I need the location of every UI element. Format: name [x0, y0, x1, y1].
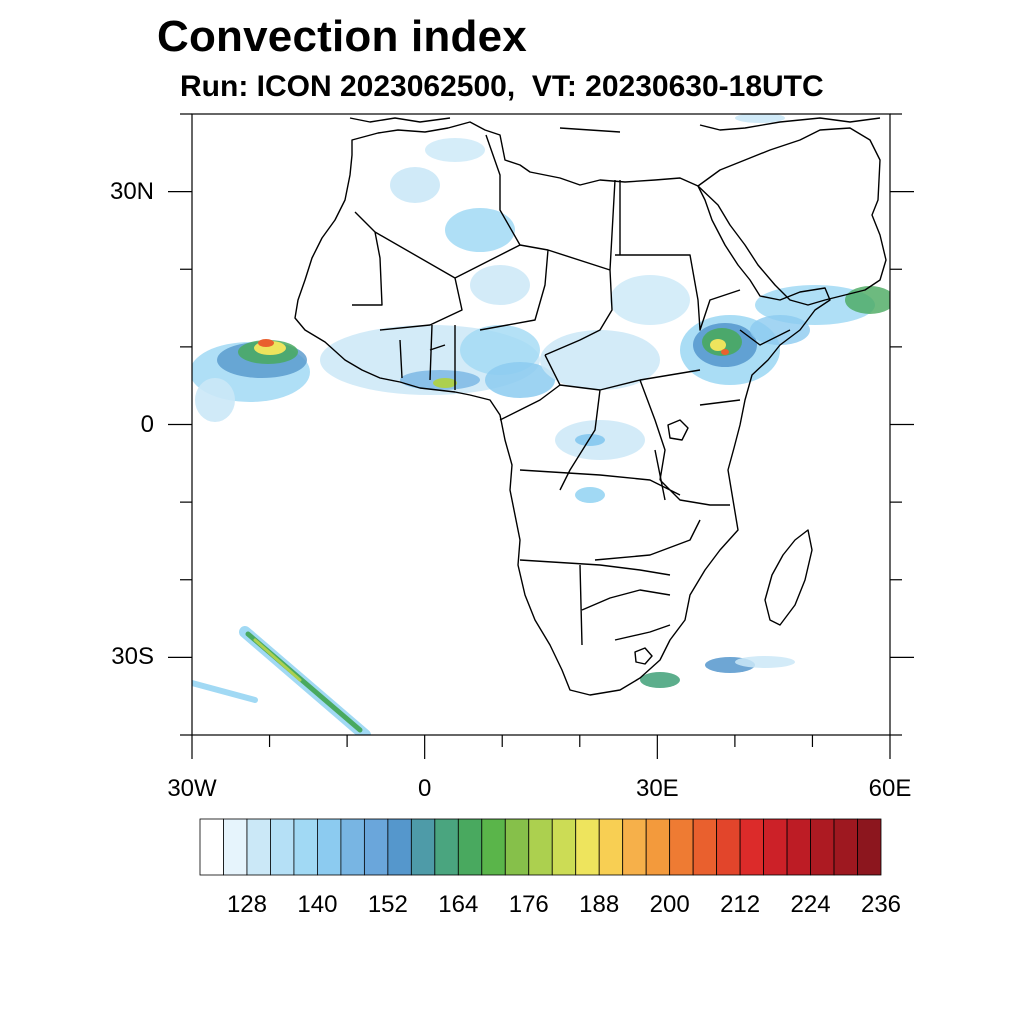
- convection-area: [575, 487, 605, 503]
- chart-title: Convection index: [157, 12, 527, 61]
- madagascar-coastline: [764, 529, 813, 626]
- convection-area: [470, 265, 530, 305]
- lesotho-border: [634, 647, 653, 665]
- colorbar-box: [551, 818, 577, 876]
- colorbar-box: [317, 818, 342, 876]
- colorbar-box: [270, 818, 295, 876]
- convection-area: [390, 167, 440, 203]
- colorbar-label: 224: [791, 891, 831, 918]
- convection-area: [192, 680, 258, 703]
- colorbar-label: 212: [720, 891, 760, 918]
- convection-area: [425, 138, 485, 162]
- convection-area: [195, 378, 235, 422]
- convection-area: [735, 656, 795, 668]
- convection-area: [845, 286, 890, 314]
- axis-ticks: [168, 113, 914, 759]
- colorbar-box: [481, 818, 506, 876]
- colorbar-label: 176: [509, 891, 549, 918]
- colorbar-box: [363, 818, 389, 876]
- colorbar-box: [716, 818, 741, 876]
- convection-area: [750, 315, 810, 345]
- colorbar-box: [645, 818, 671, 876]
- colorbar-box: [293, 818, 318, 876]
- colorbar-box: [763, 818, 788, 876]
- convection-area: [433, 378, 457, 388]
- colorbar-box: [739, 818, 764, 876]
- colorbar-label: 128: [227, 891, 267, 918]
- chart-subtitle: Run: ICON 2023062500, VT: 20230630-18UTC: [180, 70, 824, 103]
- latitude-label: 30S: [111, 643, 154, 671]
- colorbar-box: [622, 818, 647, 876]
- longitude-label: 0: [417, 775, 432, 802]
- longitude-label: 60E: [868, 775, 912, 802]
- convection-area: [258, 339, 274, 347]
- colorbar-box: [340, 818, 365, 876]
- colorbar-box: [786, 818, 811, 876]
- colorbar-label: 164: [438, 891, 478, 918]
- colorbar-label: 188: [579, 891, 619, 918]
- colorbar-box: [504, 818, 530, 876]
- colorbar-label: 140: [297, 891, 337, 918]
- colorbar-box: [528, 818, 553, 876]
- colorbar-label: 152: [368, 891, 408, 918]
- convection-area: [710, 339, 726, 351]
- colorbar-box: [410, 818, 436, 876]
- colorbar-box: [246, 818, 271, 876]
- colorbar-label: 200: [650, 891, 690, 918]
- europe-coastline: [349, 117, 881, 133]
- colorbar-box: [223, 818, 248, 876]
- colorbar-box: [692, 818, 718, 876]
- colorbar-box: [575, 818, 600, 876]
- country-border: [352, 134, 791, 646]
- colorbar-box: [810, 818, 835, 876]
- colorbar-box: [669, 818, 694, 876]
- convection-area: [610, 275, 690, 325]
- convection-area: [721, 349, 729, 355]
- latitude-label: 0: [140, 410, 154, 438]
- convection-area: [445, 208, 515, 252]
- colorbar-box: [598, 818, 624, 876]
- arabia-coastline: [697, 127, 887, 306]
- colorbar-label: 236: [861, 891, 901, 918]
- colorbar-box: [833, 818, 858, 876]
- convection-area: [485, 362, 555, 398]
- convection-area: [735, 114, 785, 123]
- colorbar-box: [857, 818, 882, 876]
- colorbar-labels: 128 140 152 164 176 188 200 212 224 236: [227, 891, 901, 918]
- colorbar-box: [387, 818, 412, 876]
- colorbar-box: [434, 818, 459, 876]
- colorbar-box: [457, 818, 483, 876]
- convection-area: [253, 638, 302, 682]
- longitude-label: 30E: [635, 775, 679, 802]
- colorbar-boxes: [199, 818, 882, 876]
- lake-tanganyika: [654, 449, 666, 501]
- coastlines-and-borders: [294, 117, 887, 696]
- longitude-label: 30W: [167, 775, 217, 802]
- latitude-label: 30N: [109, 177, 154, 205]
- lake-victoria: [667, 419, 689, 441]
- colorbar-box: [199, 818, 224, 876]
- convection-area: [640, 672, 680, 688]
- convection-area: [575, 434, 605, 446]
- africa-coastline: [294, 121, 831, 696]
